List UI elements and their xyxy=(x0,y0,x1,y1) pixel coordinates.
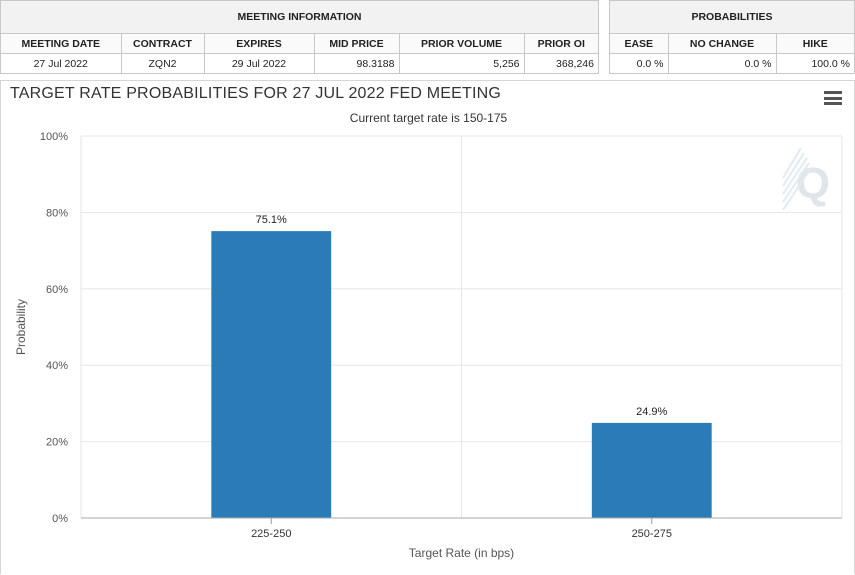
meeting-info-value-row: 27 Jul 2022 ZQN2 29 Jul 2022 98.3188 5,2… xyxy=(1,53,598,73)
meeting-info-header-row: MEETING DATE CONTRACT EXPIRES MID PRICE … xyxy=(1,34,598,54)
no-change-value: 0.0 % xyxy=(668,53,777,73)
chart-title: TARGET RATE PROBABILITIES FOR 27 JUL 202… xyxy=(10,85,502,102)
axis-layer: 0% 20% 40% 60% 80% 100% 225-250 250-275 xyxy=(40,131,842,540)
col-contract: CONTRACT xyxy=(121,34,205,54)
bars-layer: 75.1% 24.9% xyxy=(211,214,712,519)
x-axis-label: Target Rate (in bps) xyxy=(409,546,514,560)
col-prior-oi: PRIOR OI xyxy=(524,34,598,54)
probabilities-value-row: 0.0 % 0.0 % 100.0 % xyxy=(610,53,854,73)
contract-value: ZQN2 xyxy=(121,53,205,73)
col-hike: HIKE xyxy=(776,34,854,54)
meeting-info-panel: MEETING INFORMATION MEETING DATE CONTRAC… xyxy=(0,0,599,74)
chart-container: TARGET RATE PROBABILITIES FOR 27 JUL 202… xyxy=(0,80,855,574)
y-tick-label: 20% xyxy=(46,437,68,449)
expires-value: 29 Jul 2022 xyxy=(204,53,315,73)
bar-value-label: 24.9% xyxy=(636,406,667,418)
q-watermark-icon: Q xyxy=(782,147,830,211)
y-axis-label: Probability xyxy=(14,299,28,355)
col-ease: EASE xyxy=(610,34,669,54)
probabilities-table: EASE NO CHANGE HIKE 0.0 % 0.0 % 100.0 % xyxy=(610,34,854,73)
prior-oi-value: 368,246 xyxy=(556,57,594,70)
y-tick-label: 60% xyxy=(46,284,68,296)
col-mid-price: MID PRICE xyxy=(314,34,400,54)
ease-value: 0.0 % xyxy=(610,53,669,73)
y-tick-label: 0% xyxy=(52,513,68,525)
x-tick-label: 250-275 xyxy=(632,528,672,540)
col-meeting-date: MEETING DATE xyxy=(1,34,122,54)
meeting-info-table: MEETING DATE CONTRACT EXPIRES MID PRICE … xyxy=(1,34,598,73)
bar[interactable] xyxy=(211,231,332,519)
bar-chart: Q 75.1% 24.9% 0% 20% 40% 60% 80% 100% 225-250 25… xyxy=(14,131,843,560)
x-tick-label: 225-250 xyxy=(251,528,291,540)
meeting-date-value: 27 Jul 2022 xyxy=(1,53,122,73)
probabilities-header: PROBABILITIES xyxy=(610,1,854,34)
hamburger-menu-icon[interactable] xyxy=(824,91,842,105)
prior-volume-value: 5,256 xyxy=(399,53,525,73)
bar-value-label: 75.1% xyxy=(256,214,287,226)
col-expires: EXPIRES xyxy=(204,34,315,54)
chart-subtitle: Current target rate is 150-175 xyxy=(349,111,508,125)
col-prior-volume: PRIOR VOLUME xyxy=(399,34,525,54)
bar[interactable] xyxy=(591,422,712,518)
hike-value: 100.0 % xyxy=(811,57,850,70)
meeting-info-header: MEETING INFORMATION xyxy=(1,1,598,34)
y-tick-label: 100% xyxy=(40,131,68,143)
col-no-change: NO CHANGE xyxy=(668,34,777,54)
grid-layer xyxy=(80,135,843,519)
y-tick-label: 40% xyxy=(46,360,68,372)
probabilities-panel: PROBABILITIES EASE NO CHANGE HIKE 0.0 % … xyxy=(609,0,855,74)
probabilities-header-row: EASE NO CHANGE HIKE xyxy=(610,34,854,54)
mid-price-value: 98.3188 xyxy=(314,53,400,73)
y-tick-label: 80% xyxy=(46,207,68,219)
